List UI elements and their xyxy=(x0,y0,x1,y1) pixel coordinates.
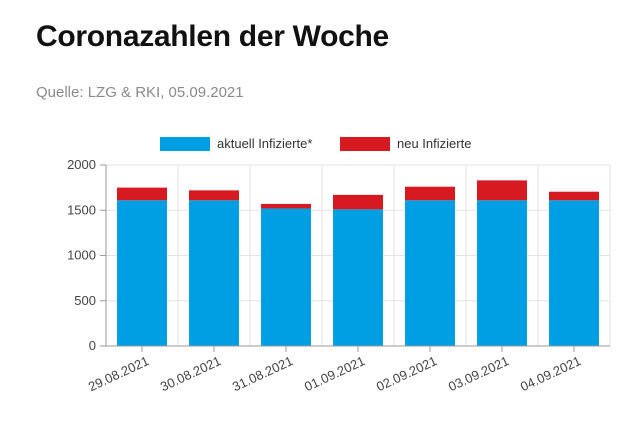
y-tick-label: 1500 xyxy=(67,202,96,217)
bar-aktuell-6 xyxy=(477,200,527,346)
bar-aktuell-5 xyxy=(405,200,455,346)
y-tick-label: 0 xyxy=(89,338,96,353)
bar-aktuell-2 xyxy=(189,200,239,346)
x-tick-label: 01.09.2021 xyxy=(302,353,367,394)
x-tick-label: 03.09.2021 xyxy=(446,353,511,394)
bars xyxy=(117,180,599,346)
x-tick-label: 04.09.2021 xyxy=(518,353,583,394)
x-tick-label: 02.09.2021 xyxy=(374,353,439,394)
legend-label-1: aktuell Infizierte* xyxy=(217,136,312,151)
bar-aktuell-7 xyxy=(549,200,599,346)
bar-neu-1 xyxy=(117,187,167,201)
chart-source: Quelle: LZG & RKI, 05.09.2021 xyxy=(36,84,244,101)
legend-swatch-2 xyxy=(340,137,390,151)
bar-neu-5 xyxy=(405,186,455,201)
y-tick-label: 2000 xyxy=(67,157,96,172)
x-tick-label: 29.08.2021 xyxy=(86,353,151,394)
legend-label-2: neu Infizierte xyxy=(397,136,471,151)
y-tick-label: 1000 xyxy=(67,248,96,263)
bar-neu-3 xyxy=(261,203,311,209)
legend-swatch-1 xyxy=(160,137,210,151)
legend: aktuell Infizierte* neu Infizierte xyxy=(160,136,471,151)
bar-neu-4 xyxy=(333,194,383,210)
chart-title: Coronazahlen der Woche xyxy=(36,20,389,53)
x-tick-label: 30.08.2021 xyxy=(158,353,223,394)
x-axis: 29.08.2021 30.08.2021 31.08.2021 01.09.2021… xyxy=(86,345,610,394)
bar-aktuell-3 xyxy=(261,208,311,346)
x-tick-label: 31.08.2021 xyxy=(230,353,295,394)
y-tick-label: 500 xyxy=(74,293,96,308)
bar-aktuell-1 xyxy=(117,200,167,346)
bar-neu-2 xyxy=(189,190,239,201)
bar-neu-6 xyxy=(477,180,527,201)
bar-aktuell-4 xyxy=(333,209,383,346)
bar-neu-7 xyxy=(549,191,599,201)
y-axis: 0 500 1000 1500 2000 xyxy=(67,157,107,353)
